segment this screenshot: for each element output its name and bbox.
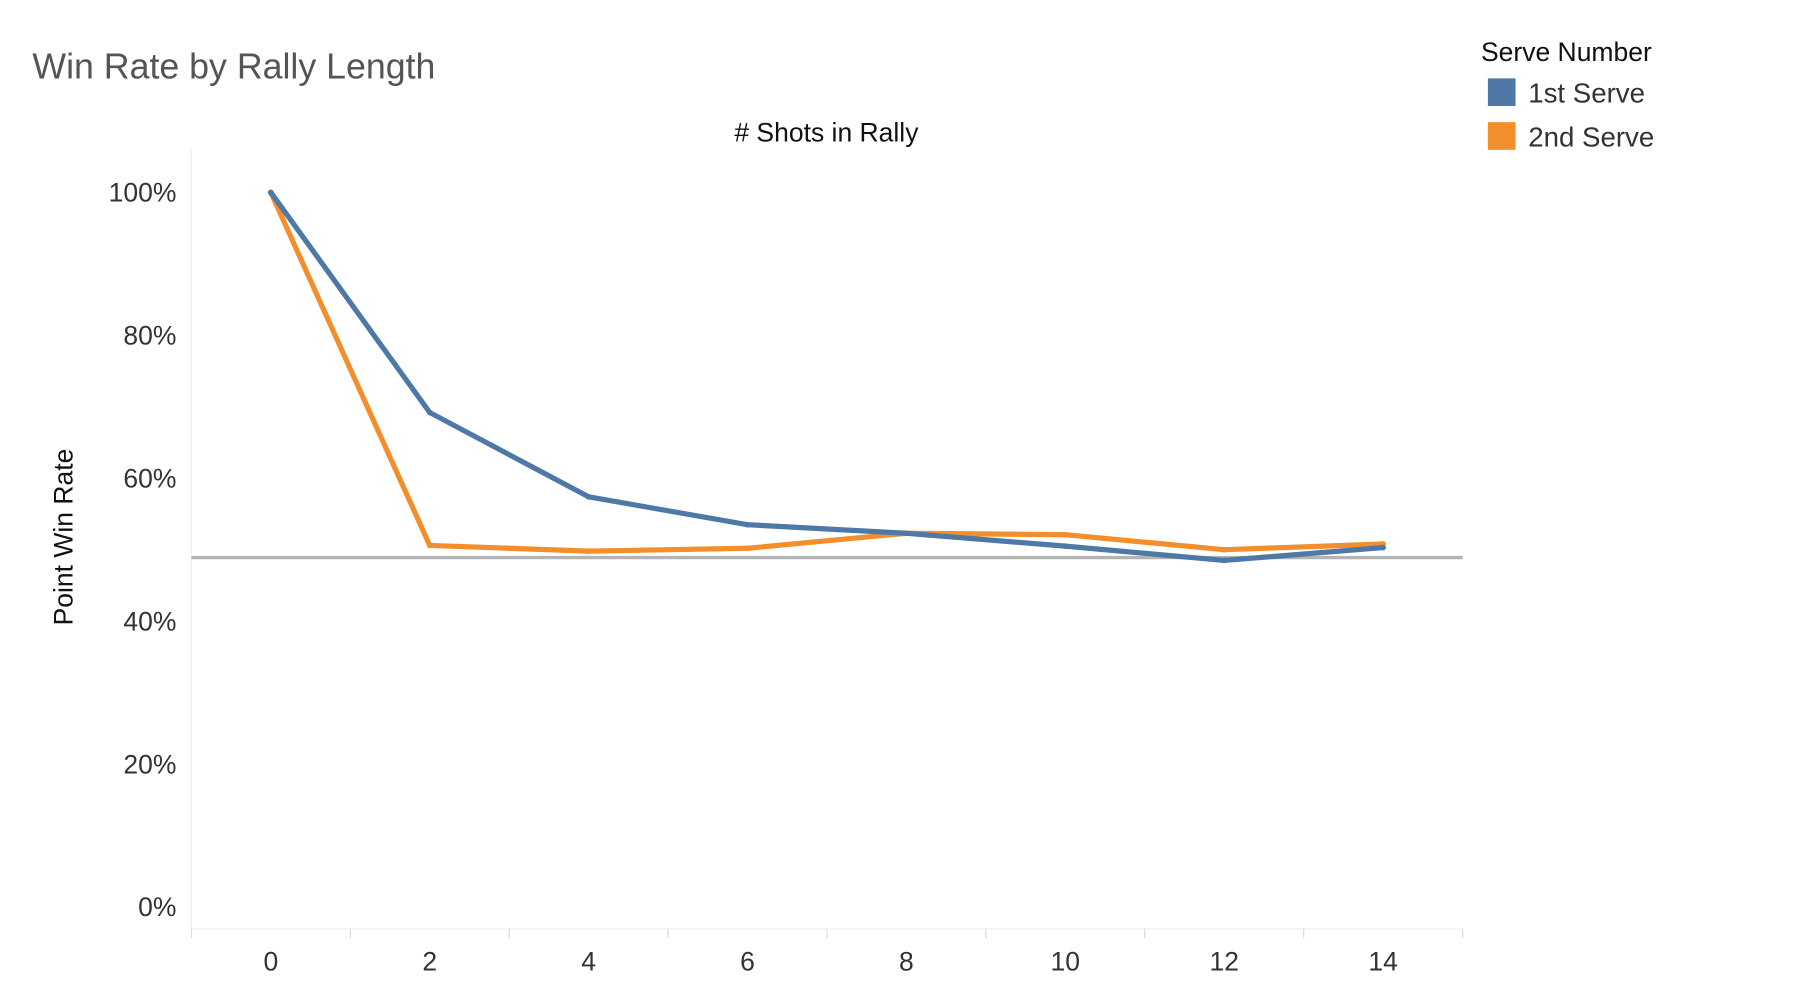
data-point[interactable] — [1062, 543, 1069, 550]
y-tick-label: 0% — [138, 892, 176, 922]
legend-label[interactable]: 1st Serve — [1528, 78, 1645, 109]
chart-title: Win Rate by Rally Length — [32, 46, 435, 86]
x-tick-label: 4 — [581, 946, 596, 976]
data-point[interactable] — [426, 542, 433, 549]
data-point[interactable] — [585, 493, 592, 500]
y-tick-label: 60% — [123, 463, 176, 493]
series-line-1st-serve[interactable] — [268, 190, 1384, 564]
data-point[interactable] — [1380, 544, 1386, 551]
data-point[interactable] — [1221, 557, 1228, 564]
x-tick-label: 8 — [899, 946, 914, 976]
x-tick-label: 2 — [422, 946, 437, 976]
data-point[interactable] — [267, 189, 274, 196]
data-point[interactable] — [903, 530, 910, 537]
legend-label[interactable]: 2nd Serve — [1528, 121, 1654, 152]
data-point[interactable] — [1062, 531, 1069, 538]
data-point[interactable] — [585, 548, 592, 555]
y-axis-title: Point Win Rate — [49, 449, 79, 626]
data-point[interactable] — [744, 521, 751, 528]
x-tick-label: 0 — [263, 946, 278, 976]
legend-swatch — [1487, 78, 1516, 107]
x-tick-label: 6 — [740, 946, 755, 976]
series-line-2nd-serve[interactable] — [268, 191, 1384, 554]
legend-swatch — [1487, 122, 1516, 150]
x-tick-label: 10 — [1051, 946, 1080, 976]
y-tick-label: 100% — [109, 178, 177, 208]
data-point[interactable] — [1221, 546, 1228, 553]
x-axis-title: # Shots in Rally — [734, 118, 919, 148]
legend-title: Serve Number — [1481, 37, 1652, 67]
y-tick-label: 40% — [123, 606, 176, 636]
y-tick-label: 80% — [123, 321, 176, 351]
data-point[interactable] — [426, 409, 433, 416]
x-tick-label: 14 — [1368, 946, 1397, 976]
y-tick-label: 20% — [123, 749, 176, 779]
data-point[interactable] — [744, 545, 751, 552]
x-tick-label: 12 — [1209, 946, 1238, 976]
